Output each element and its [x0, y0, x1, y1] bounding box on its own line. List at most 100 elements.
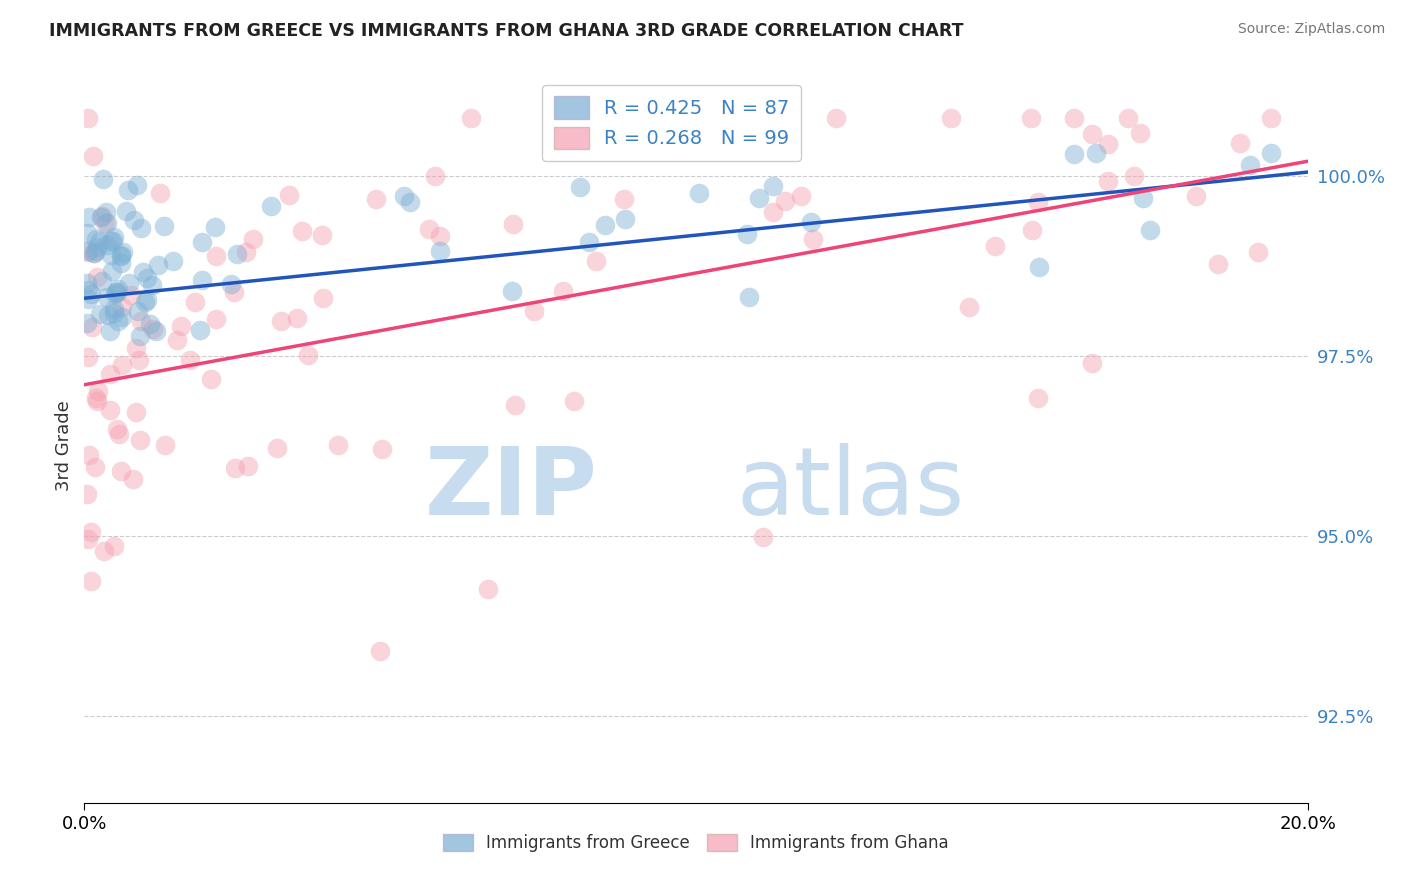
- Point: [115, 204, 138, 219]
- Point: [222, 285, 245, 299]
- Point: [80, 320, 103, 334]
- Point: [77, 350, 100, 364]
- Text: atlas: atlas: [737, 442, 965, 535]
- Point: [125, 342, 148, 356]
- Point: [84, 459, 107, 474]
- Point: [100, 247, 122, 261]
- Point: [311, 228, 333, 243]
- Point: [104, 286, 127, 301]
- Point: [562, 393, 585, 408]
- Point: [110, 249, 132, 263]
- Point: [120, 288, 142, 302]
- Point: [96, 238, 118, 252]
- Point: [790, 188, 813, 202]
- Point: [370, 643, 392, 657]
- Point: [502, 217, 524, 231]
- Point: [957, 301, 980, 315]
- Point: [105, 422, 128, 436]
- Point: [76, 292, 98, 306]
- Point: [84, 391, 107, 405]
- Point: [84, 244, 107, 258]
- Point: [191, 235, 214, 249]
- Point: [148, 258, 170, 272]
- Point: [97, 308, 120, 322]
- Point: [266, 442, 288, 456]
- Point: [569, 180, 592, 194]
- Point: [153, 219, 176, 233]
- Point: [184, 294, 207, 309]
- Point: [91, 274, 114, 288]
- Point: [100, 403, 122, 417]
- Point: [941, 111, 963, 125]
- Point: [418, 222, 440, 236]
- Point: [93, 544, 115, 558]
- Point: [77, 448, 100, 462]
- Point: [170, 318, 193, 333]
- Point: [801, 232, 824, 246]
- Y-axis label: 3rd Grade: 3rd Grade: [55, 401, 73, 491]
- Point: [242, 232, 264, 246]
- Point: [429, 229, 451, 244]
- Point: [76, 226, 98, 240]
- Point: [1122, 169, 1144, 184]
- Text: IMMIGRANTS FROM GREECE VS IMMIGRANTS FROM GHANA 3RD GRADE CORRELATION CHART: IMMIGRANTS FROM GREECE VS IMMIGRANTS FRO…: [49, 22, 963, 40]
- Point: [399, 194, 422, 209]
- Point: [762, 205, 785, 219]
- Point: [1239, 158, 1261, 172]
- Point: [179, 352, 201, 367]
- Point: [1132, 192, 1154, 206]
- Point: [593, 218, 616, 232]
- Point: [122, 472, 145, 486]
- Point: [1139, 222, 1161, 236]
- Point: [100, 235, 122, 249]
- Point: [1260, 111, 1282, 125]
- Point: [77, 245, 100, 260]
- Point: [1260, 146, 1282, 161]
- Point: [224, 461, 246, 475]
- Point: [141, 278, 163, 293]
- Point: [297, 348, 319, 362]
- Point: [551, 284, 574, 298]
- Point: [205, 249, 228, 263]
- Point: [111, 310, 134, 324]
- Point: [76, 276, 98, 290]
- Point: [77, 210, 100, 224]
- Point: [107, 314, 129, 328]
- Point: [77, 111, 100, 125]
- Point: [162, 254, 184, 268]
- Point: [800, 214, 823, 228]
- Point: [204, 311, 226, 326]
- Point: [153, 438, 176, 452]
- Point: [225, 247, 247, 261]
- Point: [1019, 111, 1042, 125]
- Point: [136, 271, 159, 285]
- Point: [131, 265, 153, 279]
- Point: [82, 149, 104, 163]
- Point: [105, 285, 128, 300]
- Point: [200, 372, 222, 386]
- Point: [501, 285, 523, 299]
- Point: [1185, 189, 1208, 203]
- Point: [96, 216, 118, 230]
- Point: [125, 178, 148, 192]
- Point: [752, 530, 775, 544]
- Point: [83, 246, 105, 260]
- Point: [1063, 147, 1085, 161]
- Point: [96, 290, 118, 304]
- Point: [613, 192, 636, 206]
- Point: [1084, 145, 1107, 160]
- Point: [392, 189, 415, 203]
- Point: [139, 318, 162, 332]
- Point: [460, 111, 482, 125]
- Point: [103, 302, 125, 317]
- Point: [364, 192, 387, 206]
- Point: [86, 240, 108, 254]
- Point: [1206, 257, 1229, 271]
- Point: [1129, 126, 1152, 140]
- Point: [98, 367, 121, 381]
- Point: [585, 253, 607, 268]
- Point: [129, 328, 152, 343]
- Point: [1026, 194, 1049, 209]
- Point: [1229, 136, 1251, 150]
- Point: [326, 438, 349, 452]
